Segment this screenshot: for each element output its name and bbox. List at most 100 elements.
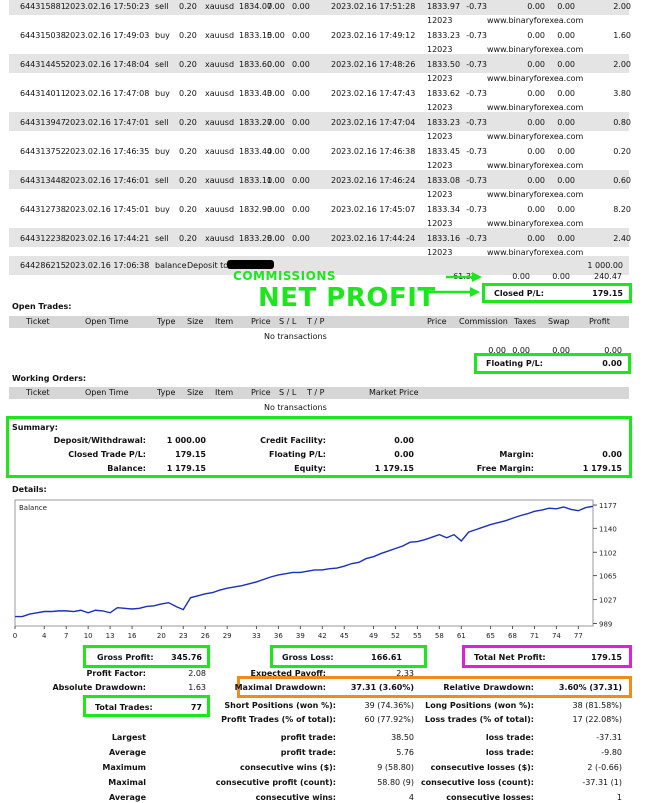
trade-taxes: 0.00 <box>527 60 545 69</box>
x-tick-label: 45 <box>340 632 349 640</box>
trade-price: 1833.43 <box>239 89 273 98</box>
trade-price: 1832.93 <box>239 205 273 214</box>
x-tick-label: 58 <box>435 632 444 640</box>
trade-row: 644312238 2023.02.16 17:44:21 sell 0.20 xauu… <box>9 228 631 247</box>
trade-commission: -0.73 <box>466 118 487 127</box>
ot-total-commission: 0.00 <box>488 346 506 355</box>
trade-swap: 0.00 <box>557 147 575 156</box>
total-trades-value: 77 <box>190 703 202 712</box>
sum-floating-label: Floating P/L: <box>269 450 326 459</box>
trade-size: 0.20 <box>179 31 197 40</box>
x-tick-label: 13 <box>106 632 115 640</box>
trade-close-price-line2: 12023 <box>427 45 453 54</box>
trade-site-watermark: www.binaryforexea.com <box>487 132 584 141</box>
trade-row: 644315038 2023.02.16 17:49:03 buy 0.20 xauus… <box>9 25 631 44</box>
y-tick-label: 989 <box>599 620 612 628</box>
stat-avg-pt: 5.76 <box>396 748 414 757</box>
x-tick-label: 68 <box>508 632 517 640</box>
gross-profit-box: Gross Profit: 345.76 <box>83 645 210 668</box>
total-swap: 0.00 <box>552 272 570 281</box>
trade-open-time: 2023.02.16 17:49:03 <box>65 31 150 40</box>
trade-ticket: 644315038 <box>20 31 66 40</box>
trade-commission: -0.73 <box>466 89 487 98</box>
trade-item: xauusd <box>205 2 235 11</box>
trade-price: 1834.07 <box>239 2 273 11</box>
trade-close-price: 1833.23 <box>427 31 461 40</box>
stats-row-positions: Short Positions (won %): 39 (74.36%) Lon… <box>0 701 653 713</box>
trade-row: 644313752 2023.02.16 17:46:35 buy 0.20 xauus… <box>9 141 631 160</box>
trade-size: 0.20 <box>179 2 197 11</box>
trade-close-price-line2: 12023 <box>427 74 453 83</box>
deposit-type: balance <box>155 261 187 270</box>
trade-swap: 0.00 <box>557 205 575 214</box>
trade-ticket: 644313752 <box>20 147 66 156</box>
trade-item: xauusd <box>205 89 235 98</box>
sum-equity-label: Equity: <box>294 464 326 473</box>
trade-ticket: 644313947 <box>20 118 66 127</box>
ot-h-item: Item <box>215 317 234 326</box>
floating-pl-value: 0.00 <box>602 359 622 368</box>
closed-pl-value: 179.15 <box>592 289 623 298</box>
x-tick-label: 74 <box>552 632 561 640</box>
deposit-text: Deposit to <box>187 261 229 270</box>
trade-size: 0.20 <box>179 205 197 214</box>
stat-avg-cw: 4 <box>408 793 414 802</box>
trade-close-price-line2: 12023 <box>427 103 453 112</box>
trade-profit: 0.20 <box>613 147 631 156</box>
ot-h-profit: Profit <box>589 317 610 326</box>
trade-ticket: 644312738 <box>20 205 66 214</box>
stat-max-cl-label: consecutive losses ($): <box>430 763 534 772</box>
trade-open-time: 2023.02.16 17:46:35 <box>65 147 150 156</box>
closed-pl-label: Closed P/L: <box>494 289 544 298</box>
max-drawdown-label: Maximal Drawdown: <box>234 683 326 692</box>
loss-trades-label: Loss trades (% of total): <box>424 715 534 724</box>
x-tick-label: 33 <box>252 632 261 640</box>
open-trades-totals: 0.00 0.00 0.00 0.00 <box>0 346 653 356</box>
trade-close-price: 1833.08 <box>427 176 461 185</box>
redacted-account <box>227 260 274 269</box>
trade-profit: 0.80 <box>613 118 631 127</box>
short-positions-value: 39 (74.36%) <box>364 701 414 710</box>
ot-h-price: Price <box>251 317 271 326</box>
trade-close-time: 2023.02.16 17:44:24 <box>331 234 416 243</box>
stats-row-profit-trades: Profit Trades (% of total): 60 (77.92%) … <box>0 715 653 727</box>
wo-h-open-time: Open Time <box>85 388 129 397</box>
trade-tp: 0.00 <box>292 89 310 98</box>
trade-row: 644314011 2023.02.16 17:47:08 buy 0.20 xauus… <box>9 83 631 102</box>
trade-open-time: 2023.02.16 17:47:01 <box>65 118 150 127</box>
profit-trades-label: Profit Trades (% of total): <box>221 715 336 724</box>
stat-max-cp-label: consecutive profit (count): <box>215 778 336 787</box>
trade-profit: 2.40 <box>613 234 631 243</box>
total-trades-label: Total Trades: <box>95 703 153 712</box>
ot-total-taxes: 0.00 <box>512 346 530 355</box>
annotation-arrows <box>428 272 482 297</box>
sum-margin-value: 0.00 <box>602 450 622 459</box>
trade-ticket: 644312238 <box>20 234 66 243</box>
trade-close-price-line2: 12023 <box>427 190 453 199</box>
trade-item: xauusd <box>205 31 235 40</box>
balance-line <box>15 505 594 618</box>
total-taxes: 0.00 <box>512 272 530 281</box>
trade-close-time: 2023.02.16 17:47:04 <box>331 118 416 127</box>
trade-sl: 0.00 <box>267 118 285 127</box>
sum-free-margin-label: Free Margin: <box>476 464 534 473</box>
ot-h-swap: Swap <box>548 317 570 326</box>
trade-size: 0.20 <box>179 234 197 243</box>
stat-avg-pt-label: profit trade: <box>280 748 336 757</box>
stat-largest: Largest <box>111 733 146 742</box>
profit-factor-label: Profit Factor: <box>86 669 146 678</box>
trade-site-watermark: www.binaryforexea.com <box>487 45 584 54</box>
trade-open-time: 2023.02.16 17:44:21 <box>65 234 150 243</box>
gross-profit-label: Gross Profit: <box>97 653 154 662</box>
stat-largest-lt-label: loss trade: <box>485 733 534 742</box>
trade-taxes: 0.00 <box>527 2 545 11</box>
working-orders-title: Working Orders: <box>12 374 87 383</box>
trade-close-time: 2023.02.16 17:47:43 <box>331 89 416 98</box>
trade-row: 644313947 2023.02.16 17:47:01 sell 0.20 xauu… <box>9 112 631 131</box>
gross-profit-value: 345.76 <box>171 653 202 662</box>
x-tick-label: 61 <box>457 632 466 640</box>
trade-item: xauusd <box>205 176 235 185</box>
stat-max-clc-label: consecutive loss (count): <box>420 778 534 787</box>
stat-max-cp: 58.80 (9) <box>377 778 414 787</box>
total-trades-box: Total Trades: 77 <box>83 695 210 717</box>
